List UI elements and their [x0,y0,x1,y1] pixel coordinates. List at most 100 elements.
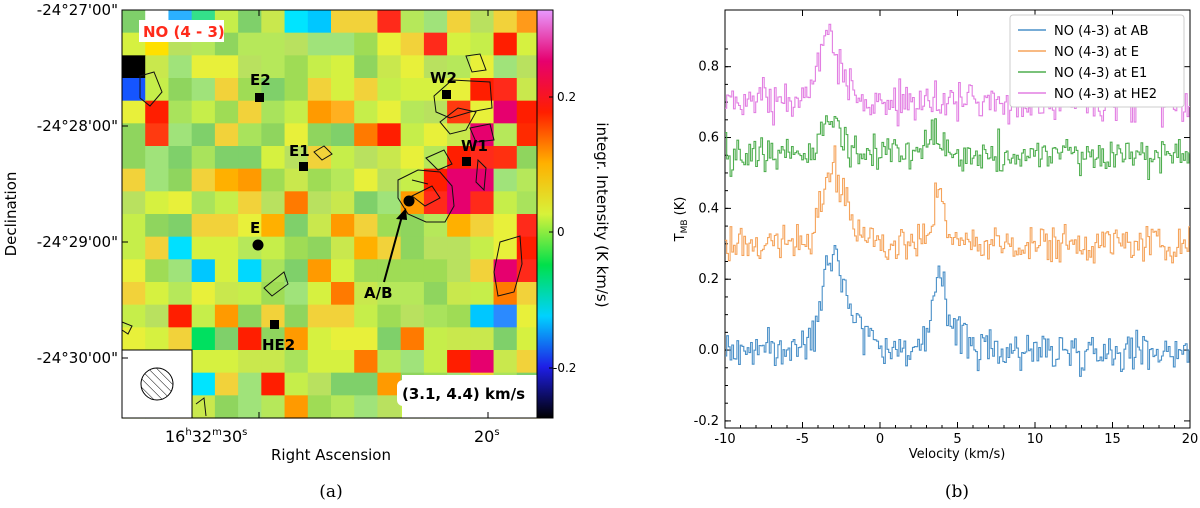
map-pixel [261,146,286,170]
map-pixel [400,282,425,306]
map-pixel [122,304,146,328]
x-tick-label: 5 [953,432,961,447]
map-pixel [331,259,355,283]
map-pixel [284,10,309,34]
map-pixel [516,191,541,215]
dec-tick-marks [122,9,489,418]
contour [411,179,429,185]
y-tick-label: -0.2 [694,414,719,429]
legend-label-he2: NO (4-3) at HE2 [1054,87,1157,102]
map-pixel [145,146,170,170]
map-pixel [238,100,262,124]
map-pixel [191,327,216,351]
map-pixel [284,214,309,238]
map-pixel [284,32,309,56]
map-pixel [354,191,379,215]
map-pixel [354,304,379,328]
map-pixel [214,282,239,306]
map-pixel [400,78,425,102]
map-pixel [284,55,309,79]
map-pixel [122,191,146,215]
y-tick-label: 0.4 [698,201,719,216]
dec-tick-label: -24°29'00" [37,233,118,251]
map-pixel [238,32,262,56]
legend-label-e1: NO (4-3) at E1 [1054,66,1147,81]
map-pixel [354,350,379,374]
map-pixel [284,327,309,351]
spectrum-line-2 [725,115,1190,181]
map-pixel [377,236,402,260]
map-pixel [284,282,309,306]
map-pixel [400,32,425,56]
map-pixel [516,327,541,351]
map-pixel [261,282,286,306]
contour [195,397,207,417]
map-pixel [470,236,495,260]
map-ylabel: Declination [2,172,20,257]
map-pixel [470,100,495,124]
map-pixel [377,32,402,56]
map-pixel [238,55,262,79]
map-pixel [516,123,541,147]
map-pixel [307,304,332,328]
map-pixel [354,100,379,124]
map-pixel [447,259,471,283]
colorbar-tick-label: 0.2 [557,90,576,104]
map-pixel [307,350,332,374]
map-pixel [447,32,471,56]
map-pixel [354,214,379,238]
map-pixel [261,10,286,34]
map-pixel [284,350,309,374]
panel-b-spectra: -10 -5 0 5 10 15 20 -0.2 0.0 0.2 0.4 0.6 0.8 NO (4-3… [673,9,1198,502]
map-pixel [377,350,402,374]
map-pixel [191,236,216,260]
map-pixel [423,55,448,79]
map-pixel [377,372,402,396]
map-pixel [307,327,332,351]
map-pixel [354,259,379,283]
map-pixel [400,10,425,34]
map-pixel [122,282,146,306]
map-pixel [307,123,332,147]
map-pixel [307,32,332,56]
map-pixel [238,10,262,34]
map-pixel [354,168,379,192]
map-pixel [284,100,309,124]
map-pixel [122,259,146,283]
map-pixel [307,55,332,79]
map-pixel [377,123,402,147]
map-pixel [377,10,402,34]
x-tick-label: -10 [714,432,735,447]
colorbar [536,9,554,419]
map-pixel [331,32,355,56]
map-pixel [331,350,355,374]
x-tick-label: 0 [876,432,884,447]
map-pixel [284,236,309,260]
map-pixel [470,55,495,79]
map-pixel [354,10,379,34]
source-marker-e2 [255,93,264,102]
map-pixel [516,236,541,260]
map-pixel [400,350,425,374]
map-pixel [307,191,332,215]
map-pixel [400,327,425,351]
map-pixel [377,168,402,192]
map-pixel [470,10,495,34]
contour [139,71,163,107]
map-pixel [377,78,402,102]
map-pixel [516,10,541,34]
map-pixel [331,395,355,419]
map-pixel [307,214,332,238]
map-pixel [447,168,471,192]
map-pixel [493,10,518,34]
map-pixel [284,123,309,147]
map-pixel [423,191,448,215]
map-pixel [423,10,448,34]
map-pixel [238,372,262,396]
map-pixel [238,146,262,170]
contour [465,53,487,73]
map-pixel [493,259,518,283]
map-pixel [516,100,541,124]
legend-label-e: NO (4-3) at E [1054,45,1139,60]
map-pixel [423,146,448,170]
